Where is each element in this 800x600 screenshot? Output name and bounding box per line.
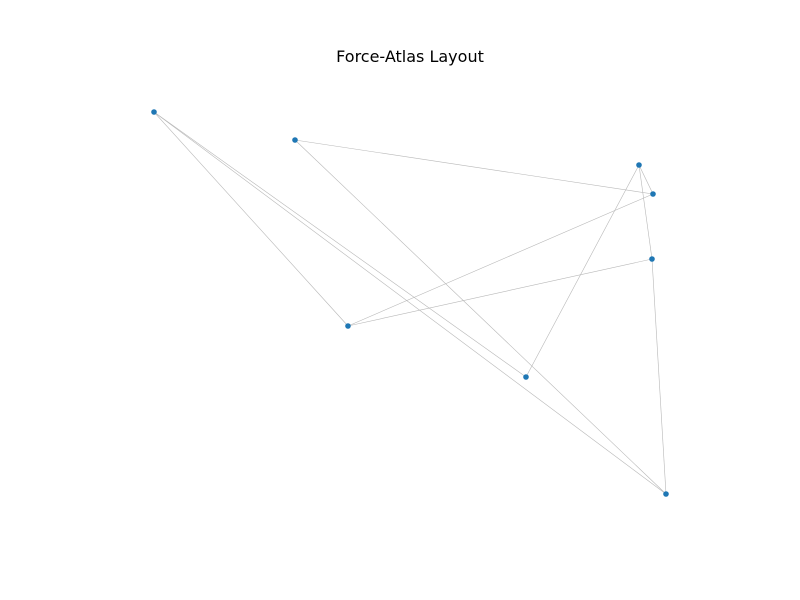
edge-n3-n5	[638, 164, 653, 260]
edge-n5-n8	[651, 258, 667, 495]
nodes-layer	[151, 109, 669, 497]
diagram-title: Force-Atlas Layout	[336, 47, 484, 66]
node-n7	[523, 374, 529, 380]
node-n8	[663, 491, 669, 497]
node-n1	[151, 109, 157, 115]
edge-n3-n7	[525, 164, 640, 378]
edge-n2-n4	[294, 139, 654, 195]
edge-n1-n8	[153, 111, 667, 495]
edge-n3-n4	[638, 164, 654, 195]
edge-n1-n6	[153, 111, 349, 327]
node-n2	[292, 137, 298, 143]
edge-n1-n7	[153, 111, 527, 378]
node-n3	[636, 162, 642, 168]
node-n5	[649, 256, 655, 262]
edge-n5-n6	[347, 258, 653, 327]
node-n4	[650, 191, 656, 197]
edge-n4-n6	[347, 193, 654, 327]
node-n6	[345, 323, 351, 329]
edges-layer	[153, 111, 667, 495]
edge-n2-n8	[294, 139, 667, 495]
